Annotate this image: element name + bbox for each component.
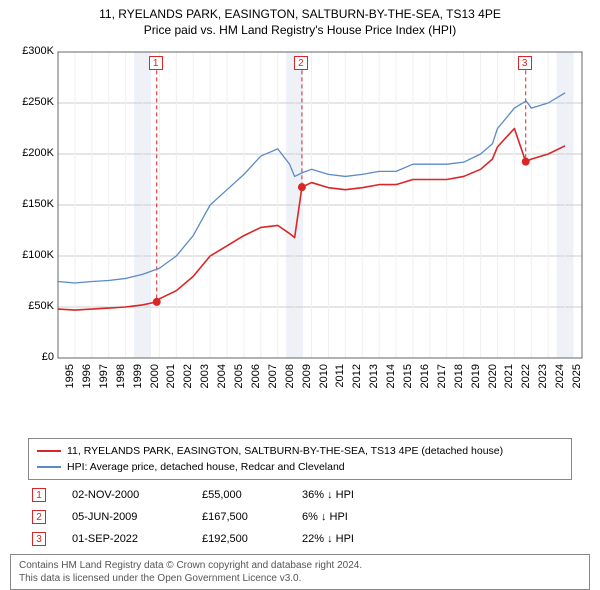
sale-marker-label: 3 — [518, 56, 532, 70]
legend-item: 11, RYELANDS PARK, EASINGTON, SALTBURN-B… — [37, 443, 563, 459]
legend-box: 11, RYELANDS PARK, EASINGTON, SALTBURN-B… — [28, 438, 572, 480]
title-line-2: Price paid vs. HM Land Registry's House … — [10, 22, 590, 38]
x-tick-label: 2012 — [351, 364, 363, 398]
y-tick-label: £100K — [10, 249, 54, 261]
x-tick-label: 2018 — [453, 364, 465, 398]
sale-price: £55,000 — [202, 489, 302, 501]
x-tick-label: 2010 — [318, 364, 330, 398]
footer-line-1: Contains HM Land Registry data © Crown c… — [19, 559, 581, 572]
x-tick-label: 2006 — [250, 364, 262, 398]
sale-number-box: 1 — [32, 488, 46, 502]
x-tick-label: 2008 — [284, 364, 296, 398]
x-tick-label: 2016 — [419, 364, 431, 398]
x-tick-label: 1998 — [115, 364, 127, 398]
y-tick-label: £150K — [10, 198, 54, 210]
x-tick-label: 2019 — [470, 364, 482, 398]
sale-diff: 22% ↓ HPI — [302, 533, 412, 545]
x-tick-label: 2003 — [199, 364, 211, 398]
sale-row: 1 02-NOV-2000£55,00036% ↓ HPI — [32, 484, 412, 506]
legend-swatch — [37, 466, 61, 468]
title-line-1: 11, RYELANDS PARK, EASINGTON, SALTBURN-B… — [10, 6, 590, 22]
legend-label: HPI: Average price, detached house, Redc… — [67, 461, 345, 473]
x-tick-label: 2023 — [537, 364, 549, 398]
x-tick-label: 2020 — [487, 364, 499, 398]
sale-marker-label: 1 — [149, 56, 163, 70]
sale-marker-label: 2 — [294, 56, 308, 70]
sale-date: 02-NOV-2000 — [72, 489, 202, 501]
sale-date: 01-SEP-2022 — [72, 533, 202, 545]
y-tick-label: £0 — [10, 351, 54, 363]
x-tick-label: 1999 — [132, 364, 144, 398]
x-tick-label: 2009 — [301, 364, 313, 398]
title-block: 11, RYELANDS PARK, EASINGTON, SALTBURN-B… — [0, 0, 600, 40]
x-tick-label: 1996 — [81, 364, 93, 398]
x-tick-label: 2017 — [436, 364, 448, 398]
x-tick-label: 2025 — [571, 364, 583, 398]
legend-item: HPI: Average price, detached house, Redc… — [37, 459, 563, 475]
y-tick-label: £300K — [10, 45, 54, 57]
sales-table: 102-NOV-2000£55,00036% ↓ HPI205-JUN-2009… — [32, 484, 412, 550]
x-tick-label: 2011 — [334, 364, 346, 398]
x-tick-label: 2000 — [149, 364, 161, 398]
sale-diff: 6% ↓ HPI — [302, 511, 412, 523]
legend-label: 11, RYELANDS PARK, EASINGTON, SALTBURN-B… — [67, 445, 503, 457]
sale-diff: 36% ↓ HPI — [302, 489, 412, 501]
y-tick-label: £250K — [10, 96, 54, 108]
sale-row: 2 05-JUN-2009£167,5006% ↓ HPI — [32, 506, 412, 528]
x-tick-label: 2015 — [402, 364, 414, 398]
sale-price: £192,500 — [202, 533, 302, 545]
sale-date: 05-JUN-2009 — [72, 511, 202, 523]
sale-row: 3 01-SEP-2022£192,50022% ↓ HPI — [32, 528, 412, 550]
chart-svg — [10, 48, 590, 408]
x-tick-label: 2013 — [368, 364, 380, 398]
sale-number-box: 2 — [32, 510, 46, 524]
sale-price: £167,500 — [202, 511, 302, 523]
x-tick-label: 2014 — [385, 364, 397, 398]
x-tick-label: 2007 — [267, 364, 279, 398]
footer-line-2: This data is licensed under the Open Gov… — [19, 572, 581, 585]
footer-box: Contains HM Land Registry data © Crown c… — [10, 554, 590, 590]
root: 11, RYELANDS PARK, EASINGTON, SALTBURN-B… — [0, 0, 600, 590]
chart-area: £0 £50K £100K £150K £200K £250K £300K 1995 1996… — [10, 48, 590, 408]
legend-swatch — [37, 450, 61, 452]
x-tick-label: 2021 — [503, 364, 515, 398]
x-tick-label: 2004 — [216, 364, 228, 398]
x-tick-label: 1997 — [98, 364, 110, 398]
sale-number-box: 3 — [32, 532, 46, 546]
y-tick-label: £50K — [10, 300, 54, 312]
x-tick-label: 2022 — [520, 364, 532, 398]
x-tick-label: 2024 — [554, 364, 566, 398]
x-tick-label: 2001 — [165, 364, 177, 398]
y-tick-label: £200K — [10, 147, 54, 159]
x-tick-label: 2002 — [182, 364, 194, 398]
x-tick-label: 1995 — [64, 364, 76, 398]
x-tick-label: 2005 — [233, 364, 245, 398]
